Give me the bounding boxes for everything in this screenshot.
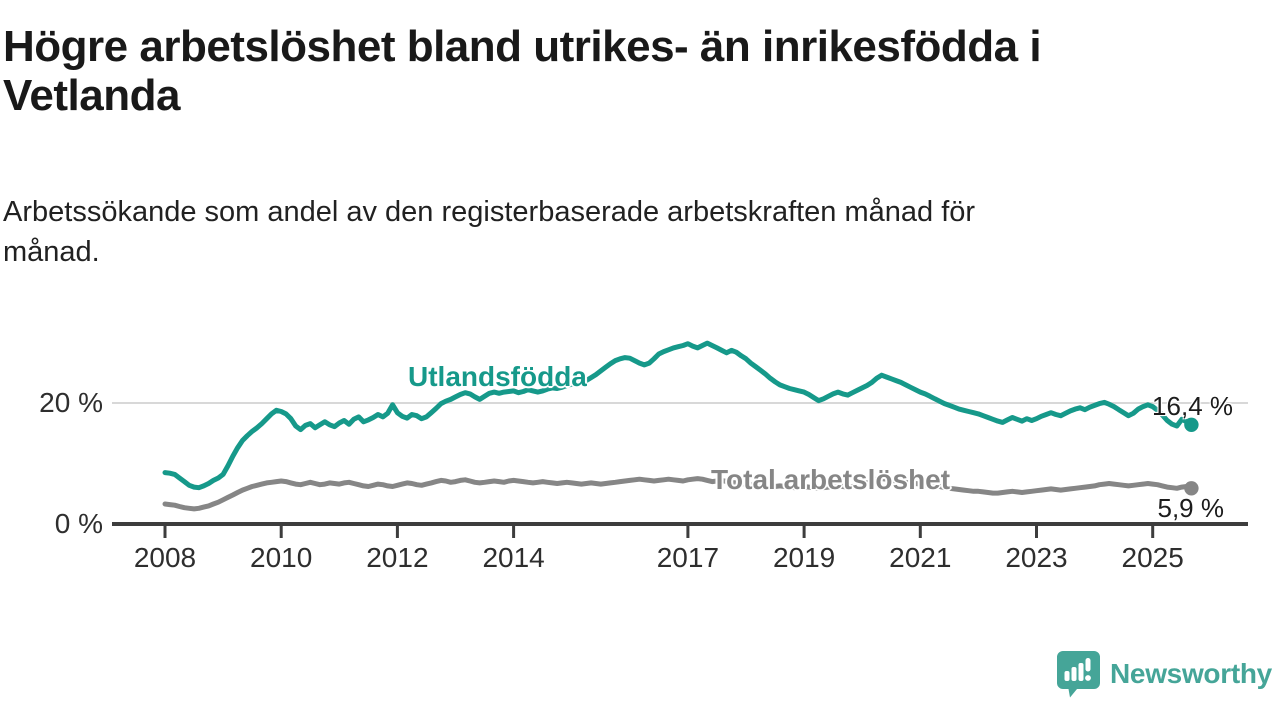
chart-subtitle: Arbetssökande som andel av den registerb… — [3, 192, 1203, 272]
end-value-label-total: 5,9 % — [1157, 493, 1225, 523]
title-line-1: Högre arbetslöshet bland utrikes- än inr… — [3, 22, 1042, 71]
y-axis-tick-label-20: 20 % — [39, 387, 103, 418]
x-axis-tick-label: 2019 — [772, 542, 836, 573]
title-line-2: Vetlanda — [3, 71, 180, 120]
page-title: Högre arbetslöshet bland utrikes- än inr… — [3, 22, 1233, 120]
x-axis-tick-label: 2017 — [656, 542, 720, 573]
series-label-total-arbetsloshet: Total arbetslöshet — [711, 464, 951, 495]
x-axis-tick-label: 2025 — [1121, 542, 1184, 573]
x-axis-tick-label: 2014 — [482, 542, 545, 573]
series-label-utlandsfodda: Utlandsfödda — [408, 361, 587, 392]
newsworthy-logo-icon — [1057, 651, 1100, 698]
x-axis-tick-label: 2012 — [366, 542, 429, 573]
newsworthy-branding: Newsworthy — [1056, 650, 1272, 698]
end-value-label-utlandsfodda: 16,4 % — [1152, 391, 1233, 421]
newsworthy-logo-text: Newsworthy — [1110, 658, 1272, 689]
x-axis-tick-label: 2021 — [889, 542, 952, 573]
y-axis-tick-label-0: 0 % — [54, 508, 103, 539]
subtitle-line-1: Arbetssökande som andel av den registerb… — [3, 196, 976, 228]
x-axis-tick-label: 2008 — [133, 542, 197, 573]
x-axis-tick-label: 2010 — [250, 542, 313, 573]
subtitle-line-2: månad. — [3, 236, 100, 268]
x-axis-tick-label: 2023 — [1005, 542, 1068, 573]
